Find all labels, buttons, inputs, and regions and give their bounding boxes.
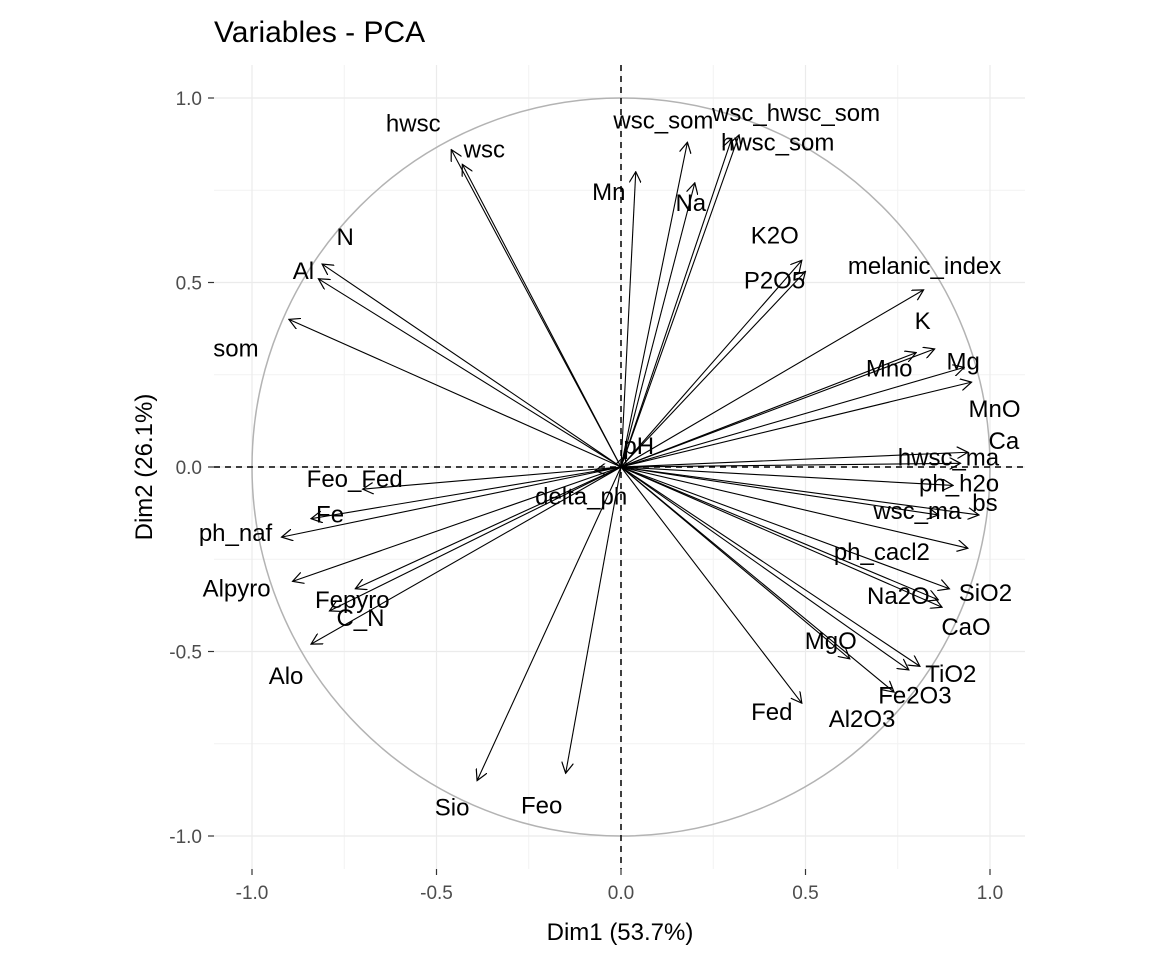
label-bs: bs (972, 490, 997, 517)
x-axis-title: Dim1 (53.7%) (547, 919, 694, 946)
arrow-melanic-index (620, 290, 924, 468)
label-fepyro: Fepyro (315, 587, 390, 614)
label-mgo: MgO (805, 628, 857, 655)
arrow-k2o (620, 260, 802, 468)
y-tick-label: -1.0 (169, 827, 202, 848)
arrow-alpyro (293, 466, 622, 581)
label-fe: Fe (316, 502, 344, 529)
y-axis-ticks: -1.0 -0.5 0.0 0.5 1.0 (169, 89, 214, 848)
label-feo-fed: Feo_Fed (307, 466, 403, 493)
arrow-sio2 (620, 466, 949, 589)
arrow-n (322, 264, 622, 468)
label-al: Al (293, 258, 314, 285)
label-fed: Fed (751, 699, 792, 726)
label-p2o5: P2O5 (744, 267, 805, 294)
label-wsc-som: wsc_som (612, 107, 713, 134)
label-som: som (213, 335, 258, 362)
y-tick-label: 0.0 (176, 458, 202, 479)
label-ca: Ca (989, 428, 1020, 455)
arrow-wsc-hwsc-som (620, 135, 739, 468)
label-alpyro: Alpyro (203, 575, 271, 602)
arrow-sio (477, 466, 622, 781)
label-ph: pH (623, 433, 654, 460)
arrow-al (318, 279, 622, 468)
arrow-alo (311, 466, 622, 644)
label-na2o: Na2O (867, 583, 930, 610)
label-k2o: K2O (751, 222, 799, 249)
label-hwsc-ma: hwsc_ma (898, 444, 1000, 471)
arrow-c-n (329, 466, 622, 611)
x-tick-label: 1.0 (977, 883, 1003, 904)
x-tick-label: -1.0 (236, 883, 269, 904)
label-hwsc: hwsc (386, 111, 441, 138)
arrow-cao (620, 466, 942, 607)
label-wsc: wsc (463, 136, 505, 163)
label-ph-cacl2: ph_cacl2 (834, 539, 930, 566)
arrow-ph (621, 456, 625, 467)
y-tick-label: 1.0 (176, 89, 202, 110)
label-sio2: SiO2 (959, 580, 1012, 607)
x-tick-label: 0.0 (608, 883, 634, 904)
x-axis-ticks: -1.0 -0.5 0.0 0.5 1.0 (236, 869, 1003, 904)
x-tick-label: 0.5 (792, 883, 818, 904)
label-cao: CaO (941, 614, 990, 641)
arrow-hwsc-som (620, 139, 732, 468)
label-ph-h2o: ph_h2o (919, 470, 999, 497)
label-melanic-index: melanic_index (848, 253, 1001, 280)
arrow-tio2 (620, 466, 909, 670)
label-tio2: TiO2 (925, 661, 976, 688)
label-n: N (336, 224, 353, 251)
label-mg: Mg (946, 348, 979, 375)
arrow-mno (620, 353, 916, 468)
arrow-feo-fed (363, 466, 622, 489)
label-al2o3: Al2O3 (829, 706, 896, 733)
arrow-som (289, 319, 622, 468)
label-ph-naf: ph_naf (199, 520, 273, 547)
arrow-wsc-som (620, 142, 687, 468)
label-fe2o3: Fe2O3 (878, 682, 951, 709)
arrow-hwsc-ma (620, 463, 960, 467)
label-mno: Mno (866, 356, 913, 383)
y-tick-label: 0.5 (176, 274, 202, 295)
label-alo: Alo (269, 663, 304, 690)
label-wsc-hwsc-som: wsc_hwsc_som (711, 100, 880, 127)
arrow-fe (311, 466, 622, 519)
label-k: K (915, 308, 931, 335)
label-na: Na (675, 190, 706, 217)
arrow-fe2o3 (620, 466, 920, 666)
label-sio: Sio (435, 795, 470, 822)
arrow-ph-cacl2 (620, 466, 968, 548)
label-c-n: C_N (336, 605, 384, 632)
arrow-al2o3 (620, 466, 894, 692)
label-mn: Mn (592, 179, 625, 206)
arrow-na (620, 183, 695, 468)
label-hwsc-som: hwsc_som (721, 130, 834, 157)
arrow-ph-naf (282, 466, 622, 537)
arrow-bs (620, 466, 979, 515)
arrow-na2o (620, 466, 938, 600)
arrow-ca (620, 452, 968, 468)
label-feo: Feo (521, 792, 562, 819)
arrow-p2o5 (620, 271, 806, 468)
arrow-feo (566, 466, 622, 773)
arrow-mno (620, 382, 972, 468)
arrow-mn (620, 172, 636, 468)
y-axis-title: Dim2 (26.1%) (131, 394, 158, 541)
arrow-mg (620, 367, 964, 468)
arrow-fepyro (355, 466, 622, 589)
chart-title: Variables - PCA (214, 16, 425, 49)
label-delta-ph: delta_ph (535, 484, 627, 511)
arrow-wsc (462, 164, 622, 468)
arrow-fed (620, 466, 802, 703)
y-tick-label: -0.5 (169, 643, 202, 664)
arrow-ph-h2o (620, 466, 953, 485)
variable-arrows (282, 135, 979, 781)
arrow-wsc-ma (620, 466, 938, 515)
x-tick-label: -0.5 (420, 883, 453, 904)
label-mno: MnO (969, 396, 1021, 423)
label-wsc-ma: wsc_ma (872, 498, 962, 525)
